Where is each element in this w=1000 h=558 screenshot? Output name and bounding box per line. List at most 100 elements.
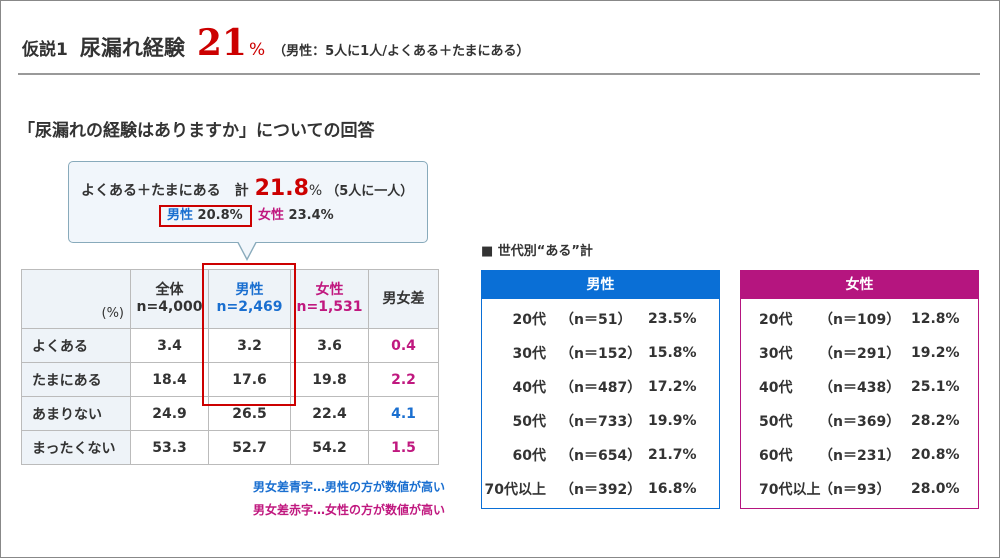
title-text: 尿漏れ経験	[79, 36, 185, 60]
sample-size: （n＝733）	[560, 414, 642, 430]
header-female: 女性 n=1,531	[290, 269, 369, 329]
header-all: 全体 n=4,000	[130, 269, 209, 329]
generation-row: 20代 （n＝51） 23.5%	[482, 302, 719, 336]
age-group: 60代	[512, 448, 546, 464]
age-group: 70代以上	[484, 482, 546, 498]
headline-note: （男性：5人に1人/よくある＋たまにある）	[273, 44, 530, 59]
rate: 25.1%	[911, 379, 960, 395]
hypothesis-label: 仮説1	[22, 40, 68, 60]
rate: 15.8%	[648, 345, 697, 361]
age-group: 30代	[512, 346, 546, 362]
callout-note: （5人に一人）	[326, 184, 414, 199]
rate: 16.8%	[648, 481, 697, 497]
sample-size: （n＝152）	[560, 346, 642, 362]
age-group: 70代以上	[759, 482, 821, 498]
sample-size: （n＝93）	[819, 482, 891, 498]
generation-row: 20代 （n＝109） 12.8%	[741, 302, 978, 336]
header-diff: 男女差	[368, 269, 439, 329]
sample-size: （n＝438）	[819, 380, 901, 396]
age-group: 50代	[759, 414, 793, 430]
row-label: よくある	[21, 328, 131, 363]
cell-value: 54.2	[290, 430, 369, 465]
response-table: (%) 全体 n=4,000 男性 n=2,469 女性 n=1,531 男女差 よく…	[21, 269, 439, 465]
callout-unit: %	[308, 183, 323, 199]
headline-value: 21	[196, 22, 247, 64]
age-group: 40代	[512, 380, 546, 396]
rate: 19.2%	[911, 345, 960, 361]
cell-value: 3.4	[130, 328, 209, 363]
generation-row: 30代 （n＝152） 15.8%	[482, 336, 719, 370]
summary-callout: よくある＋たまにある 計 21.8% （5人に一人） 男性 20.8% 女性 23.…	[68, 161, 428, 243]
cell-value: 3.6	[290, 328, 369, 363]
male-value: 20.8%	[197, 208, 243, 223]
section-title: 「尿漏れの経験はありますか」についての回答	[18, 121, 375, 141]
panel-header: 男性	[482, 271, 719, 299]
cell-value: 19.8	[290, 362, 369, 397]
cell-value: 0.4	[368, 328, 439, 363]
age-group: 20代	[759, 312, 793, 328]
table-row: まったくない 53.3 52.7 54.2 1.5	[21, 430, 439, 465]
rate: 28.0%	[911, 481, 960, 497]
note-blue: 男女差青字…男性の方が数値が高い	[252, 480, 445, 494]
sample-size: （n＝487）	[560, 380, 642, 396]
rate: 21.7%	[648, 447, 697, 463]
generation-row: 70代以上 （n＝392） 16.8%	[482, 472, 719, 506]
callout-pointer-fill	[238, 241, 256, 258]
cell-value: 53.3	[130, 430, 209, 465]
table-row: たまにある 18.4 17.6 19.8 2.2	[21, 362, 439, 397]
rate: 17.2%	[648, 379, 697, 395]
callout-value: 21.8	[254, 176, 309, 201]
generation-row: 50代 （n＝369） 28.2%	[741, 404, 978, 438]
male-label: 男性	[167, 208, 194, 223]
panel-header: 女性	[741, 271, 978, 299]
callout-label: よくある＋たまにある 計	[81, 183, 249, 199]
generation-row: 40代 （n＝438） 25.1%	[741, 370, 978, 404]
divider	[18, 73, 980, 75]
sample-size: （n＝109）	[819, 312, 901, 328]
page-title: 仮説1 尿漏れ経験 21 % （男性：5人に1人/よくある＋たまにある）	[22, 22, 530, 64]
generation-row: 40代 （n＝487） 17.2%	[482, 370, 719, 404]
cell-value: 2.2	[368, 362, 439, 397]
cell-value: 1.5	[368, 430, 439, 465]
male-generation-panel: 男性 20代 （n＝51） 23.5% 30代 （n＝152） 15.8% 40代 （n＝48…	[481, 270, 720, 509]
rate: 12.8%	[911, 311, 960, 327]
row-label: たまにある	[21, 362, 131, 397]
rate: 19.9%	[648, 413, 697, 429]
female-generation-panel: 女性 20代 （n＝109） 12.8% 30代 （n＝291） 19.2% 40代 （n＝4…	[740, 270, 979, 509]
cell-value: 24.9	[130, 396, 209, 431]
sample-size: （n＝369）	[819, 414, 901, 430]
cell-value: 3.2	[208, 328, 291, 363]
male-highlight: 男性 20.8%	[159, 205, 252, 227]
cell-value: 17.6	[208, 362, 291, 397]
generation-title: ■ 世代別“ある”計	[481, 244, 593, 259]
rate: 28.2%	[911, 413, 960, 429]
cell-value: 22.4	[290, 396, 369, 431]
age-group: 40代	[759, 380, 793, 396]
cell-value: 18.4	[130, 362, 209, 397]
age-group: 30代	[759, 346, 793, 362]
generation-row: 30代 （n＝291） 19.2%	[741, 336, 978, 370]
cell-value: 4.1	[368, 396, 439, 431]
generation-row: 70代以上 （n＝93） 28.0%	[741, 472, 978, 506]
generation-row: 50代 （n＝733） 19.9%	[482, 404, 719, 438]
sample-size: （n＝654）	[560, 448, 642, 464]
sample-size: （n＝51）	[560, 312, 632, 328]
age-group: 60代	[759, 448, 793, 464]
headline-unit: %	[248, 40, 266, 60]
sample-size: （n＝231）	[819, 448, 901, 464]
female-value: 23.4%	[288, 208, 334, 223]
sample-size: （n＝291）	[819, 346, 901, 362]
age-group: 20代	[512, 312, 546, 328]
table-row: よくある 3.4 3.2 3.6 0.4	[21, 328, 439, 363]
row-label: あまりない	[21, 396, 131, 431]
row-label: まったくない	[21, 430, 131, 465]
cell-value: 52.7	[208, 430, 291, 465]
unit-label: (%)	[21, 269, 131, 329]
generation-row: 60代 （n＝231） 20.8%	[741, 438, 978, 472]
sample-size: （n＝392）	[560, 482, 642, 498]
rate: 20.8%	[911, 447, 960, 463]
table-row: あまりない 24.9 26.5 22.4 4.1	[21, 396, 439, 431]
note-red: 男女差赤字…女性の方が数値が高い	[252, 503, 445, 517]
generation-row: 60代 （n＝654） 21.7%	[482, 438, 719, 472]
rate: 23.5%	[648, 311, 697, 327]
